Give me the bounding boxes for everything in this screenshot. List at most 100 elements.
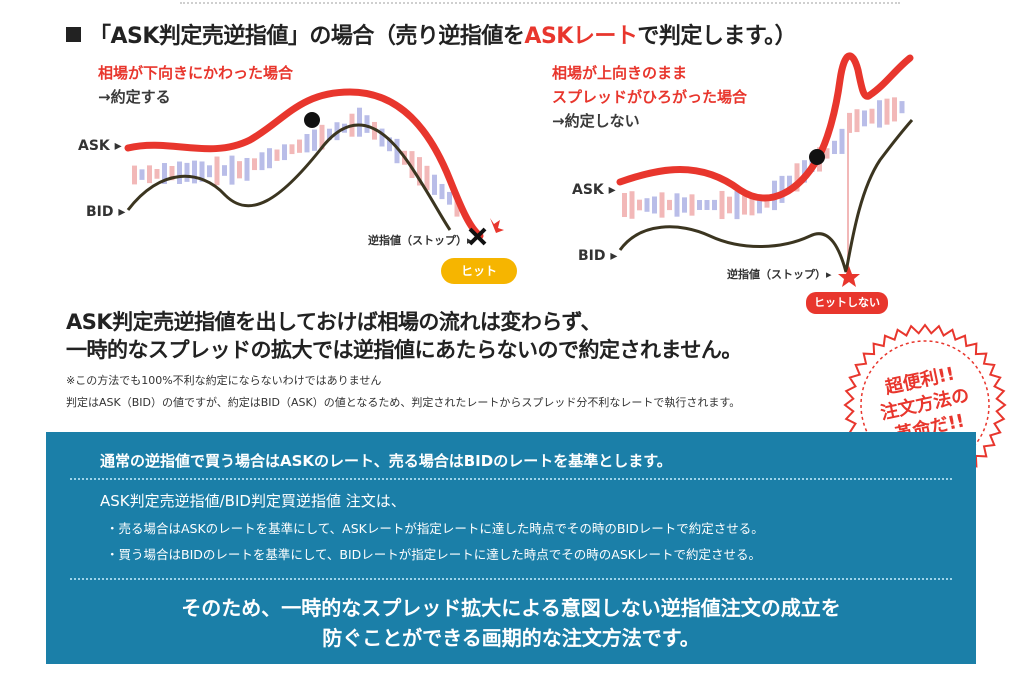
badge-inner-ring	[860, 340, 990, 470]
panel-line6: 防ぐことができる画期的な注文方法です。	[322, 626, 700, 650]
right-candles	[622, 97, 905, 220]
left-result: →約定する	[98, 88, 171, 106]
left-hit-badge: ヒット	[441, 258, 517, 284]
right-result: →約定しない	[552, 112, 640, 130]
right-bid-line	[618, 119, 914, 273]
candle	[162, 163, 167, 184]
left-stop-label: 逆指値（ストップ）▸	[368, 234, 473, 247]
candle	[447, 191, 452, 205]
candle	[704, 200, 710, 210]
candle	[372, 121, 377, 140]
panel-line1: 通常の逆指値で買う場合はASKのレート、売る場合はBIDのレートを基準とします。	[100, 452, 672, 470]
candle	[177, 161, 182, 184]
left-bid-label: BID ▸	[86, 204, 126, 220]
candle	[154, 169, 160, 179]
candle	[787, 175, 792, 192]
candle	[659, 192, 665, 218]
candle	[199, 161, 205, 182]
main-message-line1: ASK判定売逆指値を出しておけば相場の流れは変わらず、	[66, 310, 602, 334]
candle	[379, 128, 385, 147]
candle	[629, 191, 635, 219]
candle	[877, 100, 882, 128]
heading-prefix: 「ASK判定売逆指値」の場合（売り逆指値を	[89, 24, 525, 49]
candle	[192, 160, 197, 184]
candle	[312, 129, 317, 151]
candle	[364, 115, 370, 133]
candle	[652, 196, 657, 214]
candle	[139, 169, 145, 180]
candle	[892, 97, 897, 122]
candle	[409, 151, 415, 178]
candle	[689, 194, 695, 216]
candle	[417, 157, 422, 186]
panel-line3: ・売る場合はASKのレートを基準にして、ASKレートが指定レートに達した時点でそ…	[106, 521, 764, 536]
candle	[259, 152, 265, 171]
candle	[637, 199, 642, 211]
candle	[884, 98, 890, 125]
right-nohit-badge: ヒットしない	[806, 292, 888, 314]
right-stop-label: 逆指値（ストップ）▸	[727, 268, 832, 281]
candle	[802, 160, 807, 183]
right-star-icon	[838, 266, 860, 287]
candle	[387, 137, 392, 152]
candle	[622, 192, 627, 218]
explanation-panel: 通常の逆指値で買う場合はASKのレート、売る場合はBIDのレートを基準とします。…	[46, 432, 976, 664]
candle	[147, 165, 152, 184]
candle	[862, 110, 867, 127]
candle	[274, 149, 280, 161]
left-trigger-point	[304, 112, 320, 128]
candle	[682, 197, 687, 213]
candle	[394, 138, 400, 164]
candle	[244, 157, 250, 181]
candle	[319, 124, 325, 150]
candle	[824, 148, 830, 159]
candle	[357, 107, 362, 137]
candle	[779, 175, 785, 203]
candle	[237, 161, 242, 179]
candle	[847, 112, 852, 133]
left-condition: 相場が下向きにかわった場合	[98, 64, 294, 82]
right-chart-svg	[616, 52, 914, 287]
section-heading: 「ASK判定売逆指値」の場合（売り逆指値をASKレートで判定します。）	[66, 18, 797, 50]
candle	[184, 162, 190, 182]
candle	[289, 144, 295, 155]
candle	[854, 109, 860, 133]
candle	[267, 148, 272, 169]
candle	[869, 108, 875, 124]
left-chart-svg	[124, 88, 504, 246]
main-message-line2: 一時的なスプレッドの拡大では逆指値にあたらないので約定されません。	[66, 338, 742, 362]
candle	[757, 196, 762, 214]
right-condition-2: スプレッドがひろがった場合	[552, 88, 748, 106]
candle	[214, 156, 220, 186]
candle	[727, 196, 732, 214]
candle	[222, 165, 227, 176]
candle	[327, 128, 332, 140]
left-bid-line	[126, 123, 452, 231]
candle	[734, 190, 740, 220]
candle	[304, 134, 310, 153]
candle	[297, 139, 302, 153]
candle	[832, 140, 837, 155]
candle	[742, 195, 747, 215]
candle	[749, 194, 755, 216]
right-ask-label: ASK ▸	[572, 182, 616, 198]
heading-suffix: で判定します。）	[637, 24, 797, 49]
candle	[439, 183, 445, 200]
panel-divider-2	[70, 578, 952, 580]
heading-accent: ASKレート	[524, 24, 638, 49]
right-ask-line	[616, 52, 914, 202]
candle	[794, 163, 800, 192]
candle	[719, 190, 725, 220]
note-2: 判定はASK（BID）の値ですが、約定はBID（ASK）の値となるため、判定され…	[66, 396, 741, 409]
candle	[839, 128, 845, 154]
candle	[207, 165, 212, 178]
candle	[712, 199, 717, 211]
candle	[282, 144, 287, 161]
left-hit-mark-icon	[468, 218, 504, 246]
panel-line5: そのため、一時的なスプレッド拡大による意図しない逆指値注文の成立を	[181, 596, 841, 620]
panel-divider-1	[70, 478, 952, 480]
candle	[667, 199, 672, 211]
candle	[424, 165, 430, 191]
top-dotted-divider	[180, 2, 900, 4]
left-ask-line	[124, 88, 484, 240]
